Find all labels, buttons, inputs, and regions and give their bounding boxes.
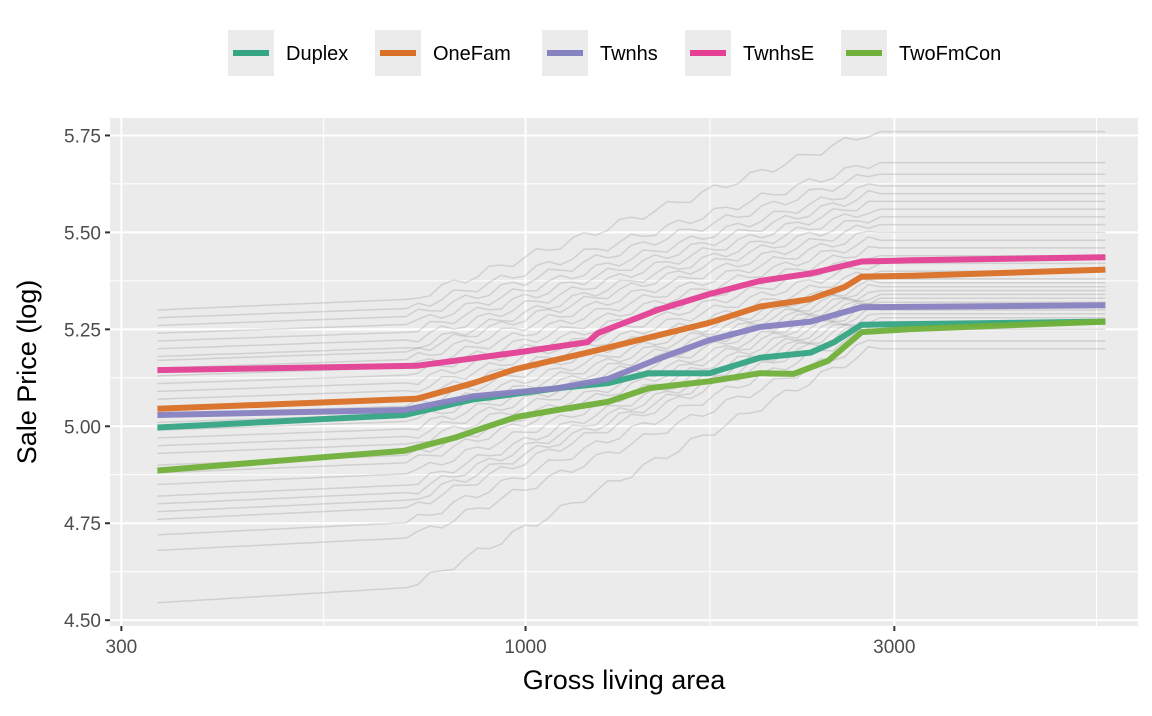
- legend-item-twnhse: TwnhsE: [685, 30, 814, 76]
- y-tick-label: 5.00: [64, 417, 101, 438]
- series-line-twnhs: [157, 302, 1106, 418]
- series-line-onefam: [157, 266, 1106, 412]
- legend-item-duplex: Duplex: [228, 30, 348, 76]
- ice-curve: [157, 279, 1106, 431]
- series-line-twnhse: [157, 254, 1106, 374]
- ice-curve: [157, 254, 1106, 400]
- ice-curve: [157, 200, 1106, 350]
- legend: Duplex OneFam Twnhs TwnhsE TwoFmCon: [228, 30, 1001, 76]
- y-tick-label: 4.75: [64, 514, 101, 535]
- y-tick-label: 5.25: [64, 320, 101, 341]
- x-tick-label: 3000: [873, 637, 915, 658]
- ice-curve: [157, 130, 1106, 311]
- legend-item-twnhs: Twnhs: [542, 30, 658, 76]
- ice-curve: [157, 223, 1106, 369]
- ice-curve: [157, 339, 1106, 552]
- y-tick-label: 4.50: [64, 611, 101, 632]
- ice-curve: [157, 306, 1106, 497]
- x-tick-label: 1000: [504, 637, 546, 658]
- series-lines: [157, 254, 1106, 474]
- legend-label: TwnhsE: [743, 43, 814, 65]
- legend-label: OneFam: [433, 43, 511, 65]
- grid-lines: [110, 118, 1138, 626]
- y-tick-label: 5.75: [64, 126, 101, 147]
- series-line-twofmcon: [157, 318, 1106, 474]
- ice-curve: [157, 313, 1106, 505]
- legend-label: Twnhs: [600, 43, 658, 65]
- x-axis-label: Gross living area: [523, 665, 727, 695]
- ice-curve: [157, 216, 1106, 362]
- ice-curve: [157, 189, 1106, 342]
- ice-curve: [157, 283, 1106, 439]
- x-tick-label: 300: [106, 637, 138, 658]
- ice-curve: [157, 173, 1106, 327]
- series-line-duplex: [157, 318, 1106, 431]
- legend-label: TwoFmCon: [899, 43, 1001, 65]
- axes: 4.50 4.75 5.00 5.25 5.50 5.75 300 1000 3000: [64, 126, 915, 658]
- ice-curve: [157, 345, 1106, 604]
- y-axis-label: Sale Price (log): [12, 280, 42, 465]
- ice-curve: [157, 208, 1106, 358]
- legend-item-onefam: OneFam: [375, 30, 511, 76]
- y-tick-label: 5.50: [64, 223, 101, 244]
- ice-curve: [157, 183, 1106, 334]
- legend-label: Duplex: [286, 43, 348, 65]
- ice-curve: [157, 316, 1106, 513]
- ice-curve: [157, 161, 1106, 319]
- ice-curve: [157, 301, 1106, 474]
- legend-item-twofmcon: TwoFmCon: [841, 30, 1001, 76]
- ice-curve: [157, 236, 1106, 385]
